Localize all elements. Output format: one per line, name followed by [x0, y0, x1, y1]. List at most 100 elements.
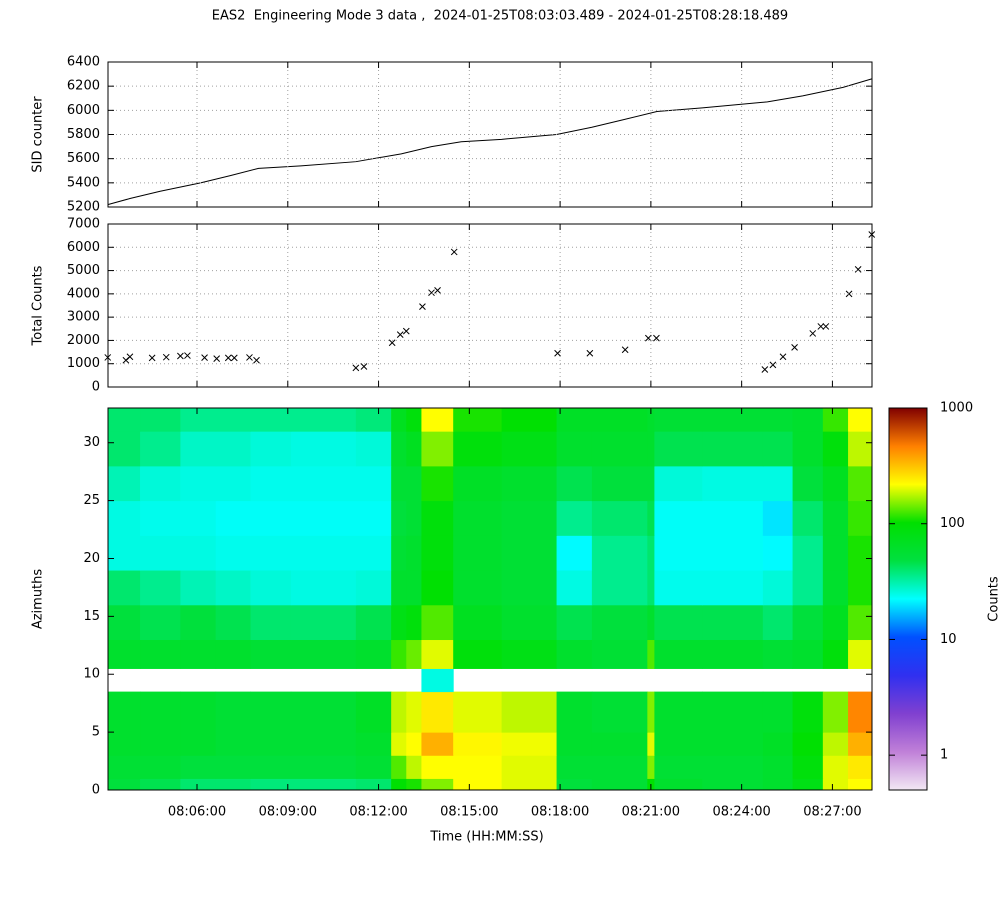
y-tick-label: 5: [92, 725, 100, 740]
heat-cell: [702, 465, 764, 502]
heat-cell: [591, 500, 648, 536]
heat-cell: [391, 500, 407, 536]
heat-cell: [591, 570, 648, 606]
point: [388, 339, 396, 347]
heat-cell: [391, 465, 407, 502]
heat-cell: [140, 604, 181, 641]
heat-cell: [250, 778, 292, 791]
point: [419, 303, 426, 311]
heat-cell: [702, 408, 764, 432]
heat-cell: [180, 778, 217, 791]
heat-cell: [501, 732, 558, 756]
heat-cell: [702, 755, 764, 779]
heat-cell: [108, 604, 141, 641]
heat-cell: [140, 500, 181, 536]
heat-cell: [556, 408, 593, 432]
heat-cell: [848, 535, 873, 571]
heat-cell: [501, 604, 558, 641]
heat-cell: [180, 431, 217, 467]
heat-cell: [822, 431, 849, 467]
point: [769, 361, 777, 369]
x-tick-label: 08:24:00: [712, 805, 770, 820]
x-tick-label: 08:09:00: [259, 805, 317, 820]
y-tick-label: 3000: [67, 310, 100, 325]
heat-cell: [406, 431, 422, 467]
heat-cell: [250, 431, 292, 467]
heat-cell: [822, 639, 849, 669]
heat-cell: [391, 408, 407, 432]
heat-cell: [647, 639, 655, 669]
heat-cell: [290, 431, 357, 467]
heat-cell: [792, 691, 824, 733]
heat-cell: [501, 570, 558, 606]
heat-cell: [848, 570, 873, 606]
heat-cell: [290, 604, 357, 641]
heat-cell: [355, 691, 392, 733]
heat-cell: [792, 570, 824, 606]
heat-cell: [355, 604, 392, 641]
heat-cell: [290, 778, 357, 791]
heat-cell: [215, 500, 251, 536]
y-tick-label: 5800: [67, 127, 100, 142]
heat-cell: [702, 570, 764, 606]
y-tick-label: 10: [83, 667, 100, 682]
heat-cell: [591, 604, 648, 641]
heat-cell: [556, 604, 593, 641]
heat-cell: [215, 465, 251, 502]
heat-cell: [108, 500, 141, 536]
point: [791, 344, 798, 351]
heat-cell: [215, 431, 251, 467]
heat-cell: [822, 570, 849, 606]
heat-cell: [556, 732, 593, 756]
heat-cell: [822, 732, 849, 756]
heat-cell: [762, 570, 794, 606]
heat-cell: [501, 778, 558, 791]
point: [450, 248, 458, 256]
heat-cell: [108, 755, 141, 779]
heat-cell: [792, 755, 824, 779]
y-tick-label: 2000: [67, 333, 100, 348]
heat-cell: [762, 778, 794, 791]
heat-cell: [848, 755, 873, 779]
heat-cell: [647, 408, 655, 432]
heat-cell: [140, 755, 181, 779]
heat-cell: [501, 691, 558, 733]
heat-cell: [792, 465, 824, 502]
heat-cell: [654, 604, 703, 641]
heat-cell: [140, 732, 181, 756]
heat-cell: [453, 778, 503, 791]
y-tick-label: 25: [83, 493, 100, 508]
heat-cell: [290, 691, 357, 733]
heat-cell: [792, 732, 824, 756]
heat-cell: [250, 639, 292, 669]
heat-cell: [421, 778, 454, 791]
heat-cell: [290, 755, 357, 779]
heat-cell: [792, 604, 824, 641]
heat-cell: [792, 535, 824, 571]
colorbar: [888, 407, 928, 791]
y-tick-label: 5400: [67, 175, 100, 190]
heat-cell: [556, 691, 593, 733]
heat-cell: [702, 732, 764, 756]
heat-cell: [421, 408, 454, 432]
y-tick-label: 4000: [67, 286, 100, 301]
heat-cell: [180, 500, 217, 536]
heat-cell: [180, 408, 217, 432]
heat-cell: [406, 500, 422, 536]
heat-cell: [355, 570, 392, 606]
heat-cell: [702, 500, 764, 536]
heat-cell: [453, 535, 503, 571]
heat-cell: [792, 778, 824, 791]
heat-cell: [702, 778, 764, 791]
heat-cell: [591, 535, 648, 571]
heat-cell: [848, 408, 873, 432]
heat-cell: [250, 691, 292, 733]
heat-cell: [647, 604, 655, 641]
heat-cell: [250, 732, 292, 756]
heat-cell: [556, 535, 593, 571]
heat-cell: [180, 732, 217, 756]
heat-cell: [654, 639, 703, 669]
heat-cell: [140, 570, 181, 606]
heat-cell: [215, 535, 251, 571]
